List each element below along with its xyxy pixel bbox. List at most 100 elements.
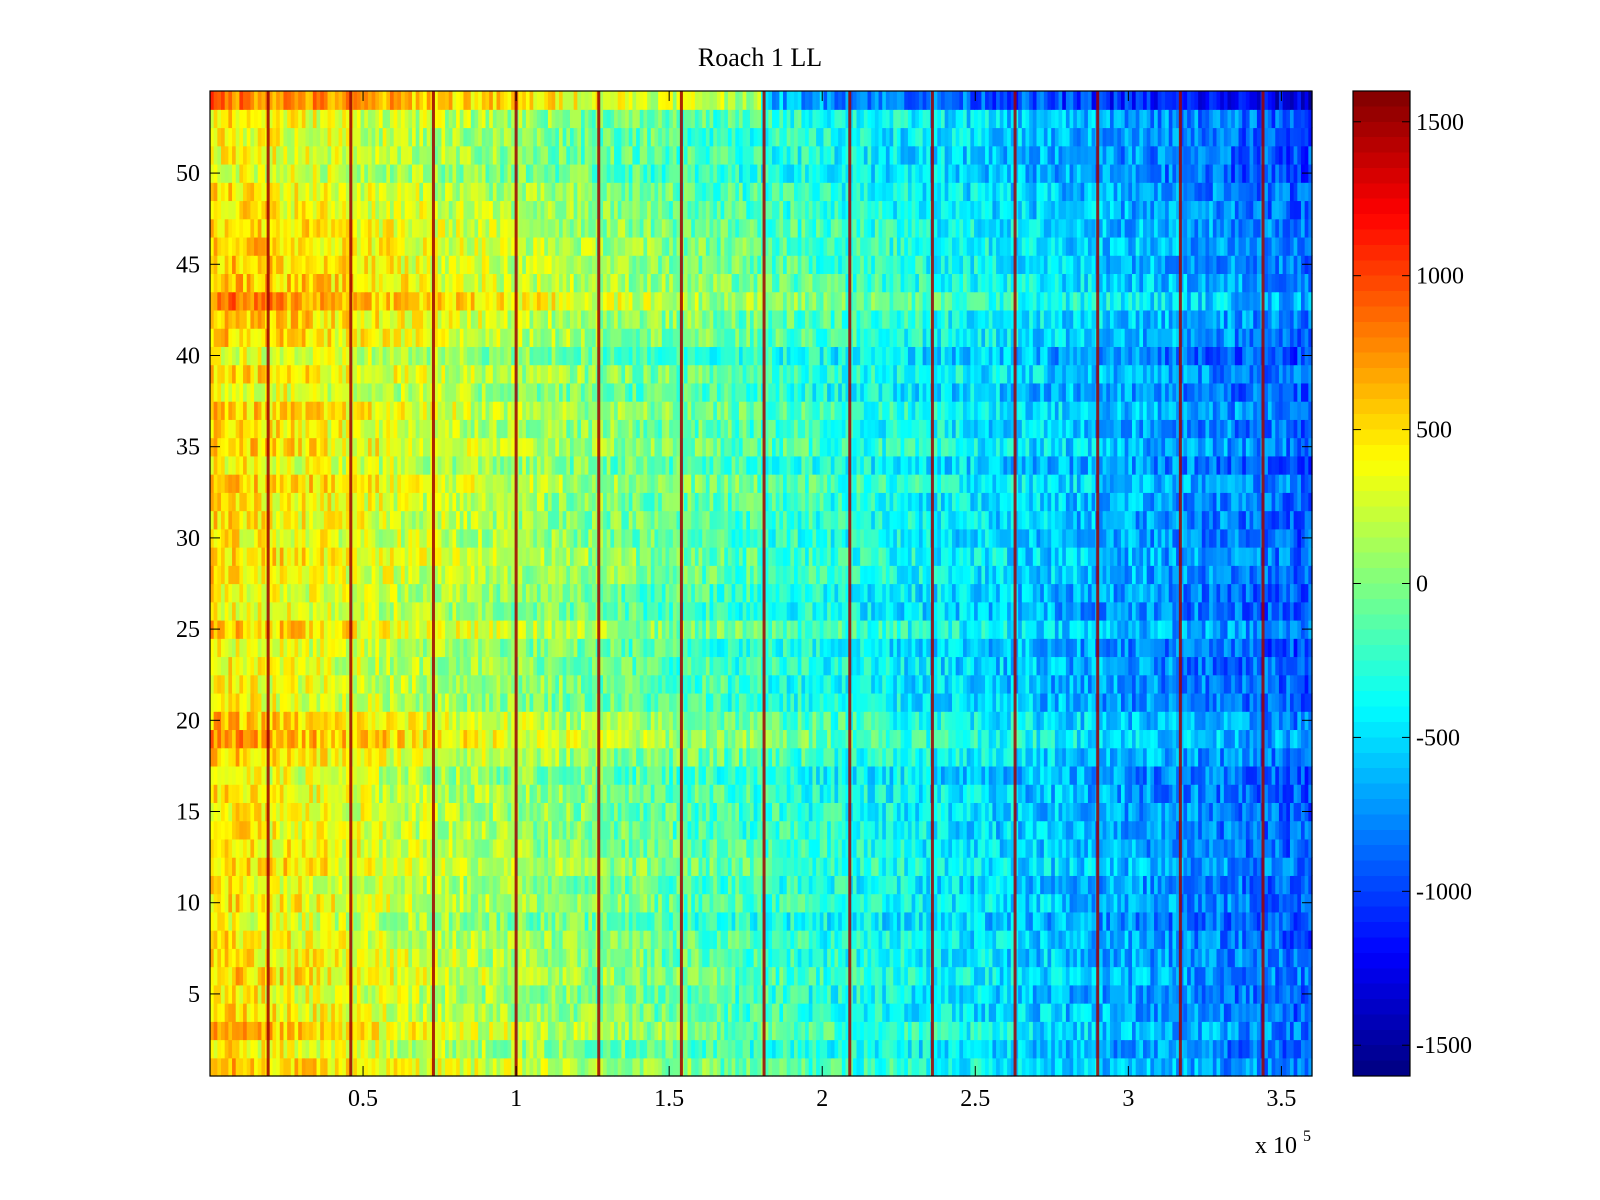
heat-cell xyxy=(588,930,593,949)
heat-cell xyxy=(874,838,880,858)
heat-cell xyxy=(816,1021,821,1041)
heat-cell xyxy=(239,966,244,986)
heat-cell xyxy=(643,984,648,1004)
heat-cell xyxy=(841,784,847,803)
heat-cell xyxy=(636,930,641,949)
heat-cell xyxy=(250,948,255,968)
heat-cell xyxy=(955,893,960,913)
heat-cell xyxy=(573,893,578,913)
heat-cell xyxy=(860,930,865,949)
heat-cell xyxy=(1098,1039,1104,1059)
heat-cell xyxy=(529,820,534,840)
heat-cell xyxy=(746,966,751,986)
heat-cell xyxy=(1278,966,1284,986)
heat-cell xyxy=(1069,857,1074,876)
heat-cell xyxy=(360,820,365,840)
heat-cell xyxy=(1128,875,1133,895)
heat-cell xyxy=(665,911,670,931)
heat-cell xyxy=(371,1039,376,1059)
heat-cell xyxy=(551,1057,556,1077)
heat-cell xyxy=(522,1057,527,1077)
heat-cell xyxy=(999,911,1005,931)
heat-cell xyxy=(937,784,942,803)
heat-cell xyxy=(305,765,310,785)
heat-cell xyxy=(834,1057,839,1077)
heat-cell xyxy=(1135,875,1140,895)
heat-cell xyxy=(489,875,494,895)
heat-cell xyxy=(489,765,494,785)
heat-cell xyxy=(1212,930,1218,949)
heat-cell xyxy=(772,838,777,858)
heat-cell xyxy=(812,875,817,895)
heat-cell xyxy=(1047,802,1052,822)
heat-cell xyxy=(661,838,667,858)
heat-cell xyxy=(327,1039,332,1059)
heat-cell xyxy=(1029,1039,1034,1059)
heat-cell xyxy=(529,911,534,931)
heat-cell xyxy=(367,984,373,1004)
heat-cell xyxy=(404,1039,409,1059)
heat-cell xyxy=(937,984,942,1004)
heat-cell xyxy=(911,893,916,913)
heat-cell xyxy=(511,948,516,968)
heat-cell xyxy=(882,820,887,840)
heat-cell xyxy=(353,930,358,949)
heat-cell xyxy=(959,1057,964,1077)
heat-cell xyxy=(1216,1039,1221,1059)
heat-cell xyxy=(1201,1003,1207,1022)
heat-cell xyxy=(735,1021,740,1041)
heat-cell xyxy=(650,911,656,931)
heat-cell xyxy=(981,838,986,858)
heat-cell xyxy=(1150,1003,1155,1022)
heat-cell xyxy=(540,1057,545,1077)
heat-cell xyxy=(301,765,307,785)
heat-cell xyxy=(503,911,509,931)
heat-cell xyxy=(610,820,615,840)
heat-cell xyxy=(1220,875,1225,895)
heat-cell xyxy=(551,966,556,986)
heat-cell xyxy=(401,948,406,968)
heat-cell xyxy=(246,820,251,840)
heat-cell xyxy=(1223,802,1229,822)
heat-cell xyxy=(334,893,340,913)
heat-cell xyxy=(691,765,696,785)
heat-cell xyxy=(625,984,630,1004)
heat-cell xyxy=(709,784,714,803)
heat-cell xyxy=(1286,1039,1291,1059)
heat-cell xyxy=(1253,820,1258,840)
heat-cell xyxy=(617,875,623,895)
heat-cell xyxy=(639,948,645,968)
heat-cell xyxy=(434,930,439,949)
heat-cell xyxy=(863,765,869,785)
heat-cell xyxy=(775,1057,780,1077)
heat-cell xyxy=(1106,784,1111,803)
heat-cell xyxy=(555,838,560,858)
heat-cell xyxy=(1275,784,1280,803)
heat-cell xyxy=(1073,911,1078,931)
heat-cell xyxy=(1150,984,1155,1004)
heat-cell xyxy=(772,802,777,822)
heat-cell xyxy=(606,838,611,858)
heat-cell xyxy=(1120,784,1126,803)
heat-cell xyxy=(599,875,604,895)
heat-cell xyxy=(1117,1021,1122,1041)
heat-cell xyxy=(272,911,277,931)
heat-cell xyxy=(408,820,413,840)
heat-cell xyxy=(694,838,700,858)
heat-cell xyxy=(981,784,986,803)
heat-cell xyxy=(1168,1039,1174,1059)
heat-cell xyxy=(1238,802,1243,822)
heat-cell xyxy=(805,930,810,949)
heat-cell xyxy=(544,1039,549,1059)
heat-cell xyxy=(551,875,556,895)
heat-cell xyxy=(1223,984,1229,1004)
heat-cell xyxy=(503,948,509,968)
heat-cell xyxy=(1102,1021,1107,1041)
heat-cell xyxy=(382,820,387,840)
heat-cell xyxy=(452,893,457,913)
heat-cell xyxy=(1143,1039,1148,1059)
heat-cell xyxy=(1286,838,1291,858)
heat-cell xyxy=(481,911,487,931)
heat-cell xyxy=(720,838,725,858)
heat-cell xyxy=(772,820,777,840)
